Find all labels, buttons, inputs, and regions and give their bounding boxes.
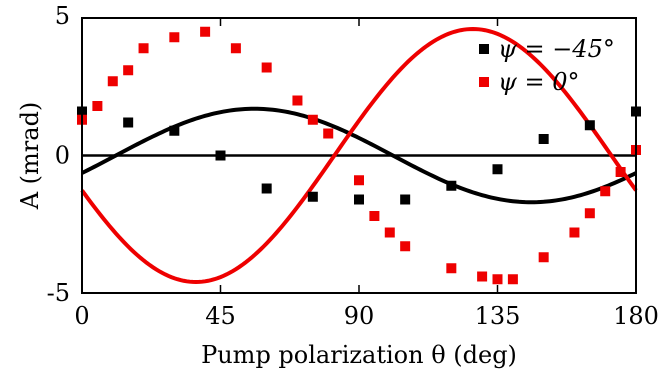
x-tick-label: 180 [613, 302, 658, 330]
data-point-series-0 [169, 125, 180, 136]
y-tick-label: 5 [55, 2, 70, 30]
data-markers [77, 26, 641, 285]
data-point-series-1 [169, 32, 180, 43]
data-point-series-1 [477, 271, 488, 282]
x-tick-label: 90 [344, 302, 375, 330]
y-tick-label: 0 [55, 142, 70, 170]
data-point-series-0 [492, 164, 503, 175]
data-point-series-1 [615, 167, 626, 177]
data-point-series-0 [584, 120, 595, 131]
y-tick-labels: -5 0 5 [47, 2, 70, 307]
data-point-series-1 [138, 43, 149, 54]
data-point-series-0 [307, 191, 318, 202]
legend-label-psi-0: ψ = 0° [498, 68, 579, 96]
data-point-series-1 [446, 263, 457, 274]
y-tick-label: -5 [47, 279, 70, 307]
legend-label-psi-minus45: ψ = −45° [498, 35, 615, 63]
data-point-series-1 [123, 65, 134, 76]
y-axis-label: A (mrad) [16, 102, 44, 211]
data-point-series-0 [446, 180, 457, 191]
fit-curve-series-1 [80, 26, 638, 285]
data-point-series-1 [600, 186, 611, 197]
data-point-series-0 [123, 117, 134, 128]
data-point-series-1 [292, 95, 303, 106]
data-point-series-0 [261, 183, 272, 194]
x-tick-labels: 0 45 90 135 180 [74, 302, 658, 330]
data-point-series-1 [230, 43, 241, 54]
legend-marker-psi-minus45 [479, 44, 489, 54]
x-tick-label: 135 [475, 302, 521, 330]
data-point-series-1 [400, 241, 411, 252]
x-axis-label: Pump polarization θ (deg) [201, 341, 517, 369]
data-point-series-1 [323, 128, 334, 139]
data-point-series-1 [384, 227, 395, 238]
data-point-series-0 [354, 194, 364, 205]
legend-marker-psi-0 [479, 77, 489, 87]
data-point-series-0 [538, 134, 549, 144]
data-point-series-1 [354, 175, 364, 186]
data-point-series-1 [584, 208, 595, 219]
data-point-series-0 [400, 194, 411, 205]
data-point-series-1 [538, 252, 549, 263]
data-point-series-0 [215, 150, 226, 161]
data-point-series-1 [261, 62, 272, 73]
data-point-series-1 [107, 76, 118, 87]
legend: ψ = −45° ψ = 0° [479, 35, 615, 96]
axis-ticks [81, 17, 637, 294]
data-point-series-1 [200, 26, 211, 37]
data-point-series-1 [507, 274, 518, 285]
data-point-series-1 [569, 227, 580, 238]
data-point-series-1 [307, 114, 318, 125]
x-tick-label: 0 [74, 302, 89, 330]
data-point-series-1 [492, 274, 503, 285]
data-point-series-1 [369, 211, 380, 221]
data-point-series-1 [92, 101, 103, 111]
x-tick-label: 45 [205, 302, 236, 330]
